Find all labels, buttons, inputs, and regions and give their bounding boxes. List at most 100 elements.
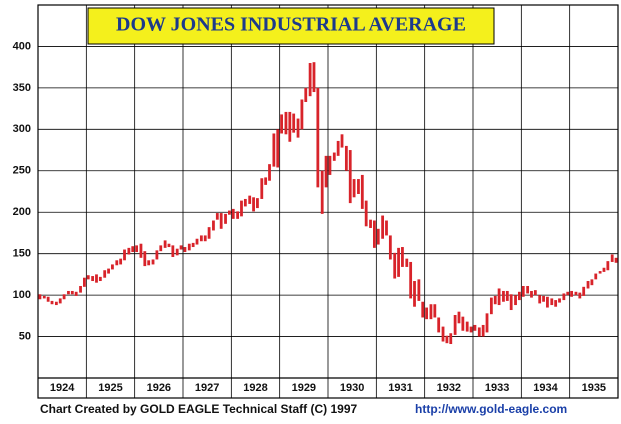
range-bar bbox=[497, 288, 501, 306]
range-bar bbox=[449, 333, 453, 345]
range-bar bbox=[292, 113, 296, 133]
range-bar bbox=[441, 326, 445, 342]
range-bar bbox=[268, 164, 271, 181]
range-bar bbox=[594, 273, 598, 280]
range-bar bbox=[256, 198, 259, 209]
range-bar bbox=[159, 245, 163, 252]
range-bar bbox=[610, 254, 614, 262]
x-tick-label: 1928 bbox=[243, 382, 267, 394]
range-bar bbox=[477, 327, 481, 337]
range-bar bbox=[385, 220, 388, 236]
range-bar bbox=[505, 290, 509, 301]
range-bar bbox=[143, 251, 147, 267]
range-bar bbox=[280, 114, 283, 134]
range-bar bbox=[248, 195, 252, 204]
x-tick-label: 1934 bbox=[533, 382, 558, 394]
range-bar bbox=[167, 243, 171, 248]
range-bar bbox=[602, 267, 606, 272]
range-bar bbox=[566, 291, 570, 296]
range-bar bbox=[219, 213, 223, 229]
range-bar bbox=[264, 177, 268, 185]
x-tick-label: 1933 bbox=[485, 382, 509, 394]
range-bar bbox=[46, 296, 50, 302]
range-bar bbox=[224, 213, 227, 224]
range-bar bbox=[397, 247, 400, 277]
range-bar bbox=[139, 243, 143, 258]
x-tick-label: 1931 bbox=[388, 382, 412, 394]
range-bar bbox=[127, 247, 131, 255]
range-bar bbox=[203, 235, 207, 242]
range-bar bbox=[445, 335, 449, 344]
range-bar bbox=[489, 297, 493, 315]
range-bar bbox=[538, 295, 542, 304]
range-bar bbox=[485, 313, 489, 333]
title-box bbox=[87, 7, 495, 45]
footer: Chart Created by GOLD EAGLE Technical St… bbox=[40, 402, 358, 416]
range-bar bbox=[352, 179, 356, 198]
range-bar bbox=[195, 238, 199, 245]
range-bar bbox=[461, 316, 465, 331]
y-tick-label: 150 bbox=[13, 248, 31, 260]
range-bar bbox=[240, 200, 243, 217]
range-bar bbox=[207, 227, 211, 239]
range-bar bbox=[95, 274, 98, 283]
chart-title: DOW JONES INDUSTRIAL AVERAGE bbox=[116, 14, 466, 36]
range-bar bbox=[74, 291, 78, 296]
range-bar bbox=[373, 220, 376, 248]
range-bar bbox=[332, 152, 336, 161]
x-tick-label: 1930 bbox=[340, 382, 364, 394]
range-bar bbox=[590, 279, 594, 286]
range-bar bbox=[514, 295, 517, 306]
range-bar bbox=[340, 134, 344, 148]
range-bar bbox=[369, 219, 372, 228]
range-bar bbox=[312, 62, 316, 93]
range-bar bbox=[86, 275, 90, 280]
range-bar bbox=[562, 293, 566, 301]
range-bar bbox=[260, 178, 264, 199]
range-bar bbox=[481, 324, 485, 337]
range-bar bbox=[409, 261, 413, 299]
x-tick-label: 1926 bbox=[147, 382, 171, 394]
range-bar bbox=[526, 285, 530, 294]
y-tick-label: 350 bbox=[13, 82, 31, 94]
range-bar bbox=[67, 290, 70, 295]
range-bar bbox=[119, 258, 123, 265]
range-bar bbox=[115, 260, 119, 266]
range-bar bbox=[417, 279, 421, 301]
range-bar bbox=[111, 264, 114, 270]
range-bar bbox=[324, 155, 328, 188]
range-bar bbox=[388, 235, 392, 260]
bars bbox=[38, 62, 618, 345]
range-bar bbox=[530, 290, 533, 298]
range-bar bbox=[614, 257, 618, 263]
y-tick-label: 100 bbox=[13, 289, 31, 301]
range-bar bbox=[493, 295, 497, 305]
range-bar bbox=[598, 271, 602, 274]
range-bar bbox=[236, 211, 240, 219]
range-bar bbox=[328, 155, 332, 175]
range-bar bbox=[107, 268, 110, 274]
range-bar bbox=[344, 145, 348, 171]
range-bar bbox=[357, 179, 360, 194]
range-bar bbox=[131, 246, 135, 253]
range-bar bbox=[284, 111, 288, 135]
range-bar bbox=[381, 215, 385, 239]
range-bar bbox=[437, 317, 441, 333]
range-bar bbox=[546, 296, 549, 308]
range-bar bbox=[542, 295, 545, 302]
range-bar bbox=[502, 290, 505, 302]
range-bar bbox=[578, 292, 582, 299]
range-bar bbox=[58, 298, 62, 304]
range-bar bbox=[228, 210, 231, 215]
range-bar bbox=[212, 220, 215, 231]
y-tick-label: 200 bbox=[13, 206, 31, 218]
range-bar bbox=[179, 245, 183, 250]
range-bar bbox=[320, 170, 324, 214]
range-bar bbox=[376, 228, 380, 245]
range-bar bbox=[231, 208, 235, 219]
range-bar bbox=[272, 133, 276, 167]
range-bar bbox=[50, 300, 54, 305]
url: http://www.gold-eagle.com bbox=[415, 402, 567, 416]
